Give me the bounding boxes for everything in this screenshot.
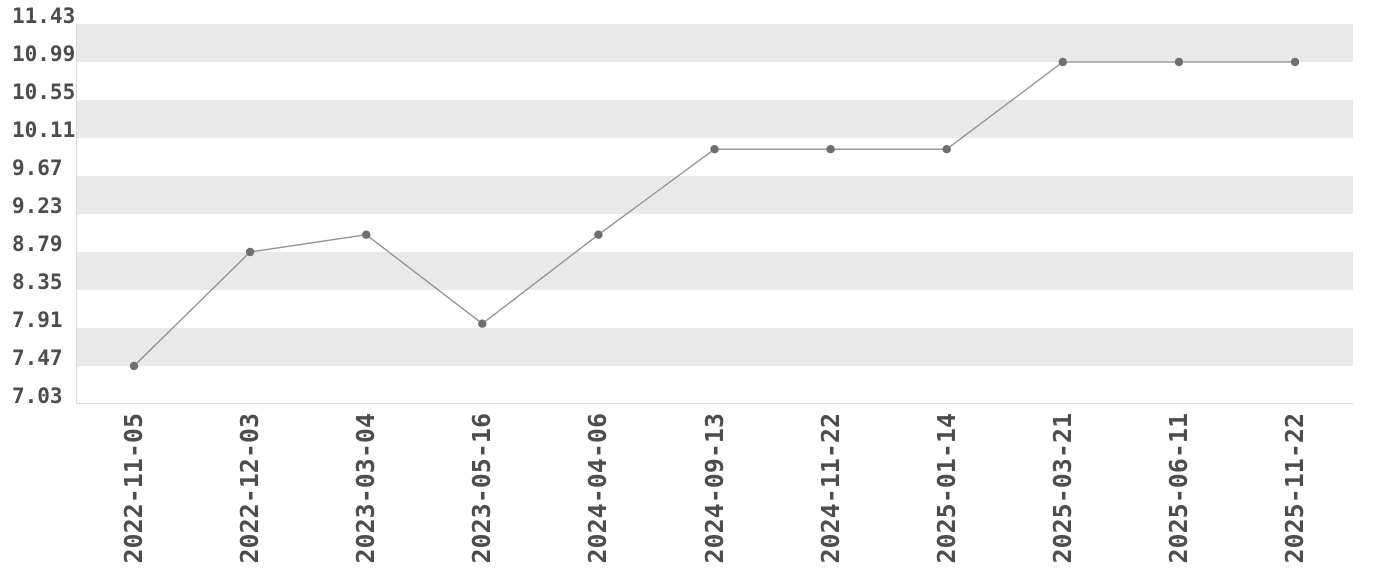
data-point-marker — [1058, 57, 1067, 67]
y-axis-tick-label: 7.91 — [12, 308, 63, 332]
y-axis-tick-label: 7.47 — [12, 346, 63, 370]
data-point-marker — [594, 230, 603, 239]
grid-band — [76, 176, 1353, 214]
data-point-marker — [1290, 57, 1300, 67]
plot-area — [76, 24, 1353, 404]
y-axis-tick-label: 7.03 — [12, 384, 63, 408]
x-axis-tick-label: 2025-06-11 — [1163, 413, 1193, 564]
x-axis-tick-label: 2025-03-21 — [1047, 413, 1077, 564]
x-axis-tick-label: 2024-09-13 — [699, 413, 729, 564]
x-axis-tick-label: 2022-11-05 — [119, 413, 149, 564]
y-axis-tick-label: 11.43 — [12, 4, 76, 28]
data-point-marker — [826, 145, 835, 154]
data-point-marker — [362, 230, 371, 239]
data-point-marker — [478, 319, 487, 328]
grid-band — [76, 100, 1353, 138]
data-point-marker — [245, 247, 255, 257]
x-axis-tick-label: 2025-11-22 — [1279, 413, 1309, 564]
x-axis-tick-label: 2022-12-03 — [235, 413, 265, 564]
y-axis-tick-label: 10.55 — [12, 80, 76, 104]
data-point-marker — [710, 145, 719, 154]
x-axis-tick-label: 2024-04-06 — [583, 413, 613, 564]
data-point-marker — [1174, 57, 1184, 67]
data-point-marker — [942, 145, 951, 154]
grid-band — [76, 328, 1353, 366]
grid-band — [76, 252, 1353, 290]
y-axis-tick-label: 8.35 — [12, 270, 63, 294]
x-axis-tick-label: 2023-05-16 — [467, 413, 497, 564]
y-axis-tick-label: 10.11 — [12, 118, 76, 142]
x-axis-tick-label: 2024-11-22 — [815, 413, 845, 564]
y-axis-tick-label: 10.99 — [12, 42, 76, 66]
x-axis-tick-label: 2023-03-04 — [351, 413, 381, 564]
y-axis-tick-label: 8.79 — [12, 232, 63, 256]
y-axis-tick-label: 9.67 — [12, 156, 63, 180]
x-axis-tick-label: 2025-01-14 — [931, 413, 961, 564]
y-axis-tick-label: 9.23 — [12, 194, 63, 218]
data-point-marker — [129, 361, 139, 371]
grid-band — [76, 24, 1353, 62]
